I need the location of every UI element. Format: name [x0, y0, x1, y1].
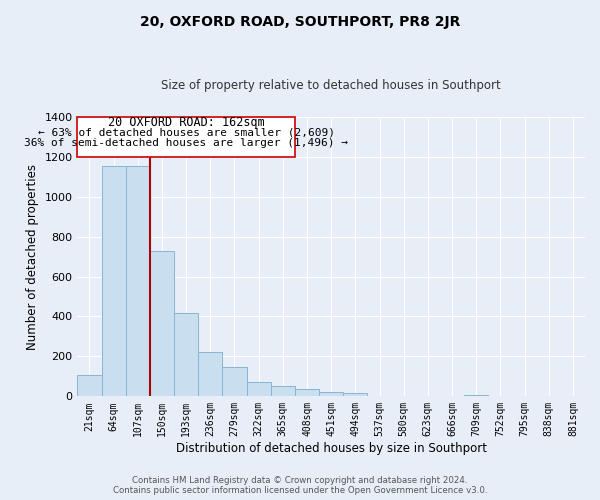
- Bar: [223, 368, 247, 396]
- Text: 36% of semi-detached houses are larger (1,496) →: 36% of semi-detached houses are larger (…: [24, 138, 348, 148]
- Bar: [295, 390, 319, 396]
- Bar: [271, 386, 295, 396]
- Title: Size of property relative to detached houses in Southport: Size of property relative to detached ho…: [161, 79, 501, 92]
- Bar: [198, 352, 223, 397]
- Text: 20, OXFORD ROAD, SOUTHPORT, PR8 2JR: 20, OXFORD ROAD, SOUTHPORT, PR8 2JR: [140, 15, 460, 29]
- Bar: [343, 394, 367, 396]
- Text: ← 63% of detached houses are smaller (2,609): ← 63% of detached houses are smaller (2,…: [38, 128, 335, 138]
- Text: Contains HM Land Registry data © Crown copyright and database right 2024.
Contai: Contains HM Land Registry data © Crown c…: [113, 476, 487, 495]
- Bar: [174, 314, 198, 396]
- Bar: [247, 382, 271, 396]
- Bar: [101, 166, 126, 396]
- Bar: [77, 376, 101, 396]
- Bar: [126, 166, 150, 396]
- Y-axis label: Number of detached properties: Number of detached properties: [26, 164, 39, 350]
- X-axis label: Distribution of detached houses by size in Southport: Distribution of detached houses by size …: [176, 442, 487, 455]
- FancyBboxPatch shape: [77, 117, 295, 156]
- Bar: [319, 392, 343, 396]
- Bar: [150, 250, 174, 396]
- Text: 20 OXFORD ROAD: 162sqm: 20 OXFORD ROAD: 162sqm: [108, 116, 265, 130]
